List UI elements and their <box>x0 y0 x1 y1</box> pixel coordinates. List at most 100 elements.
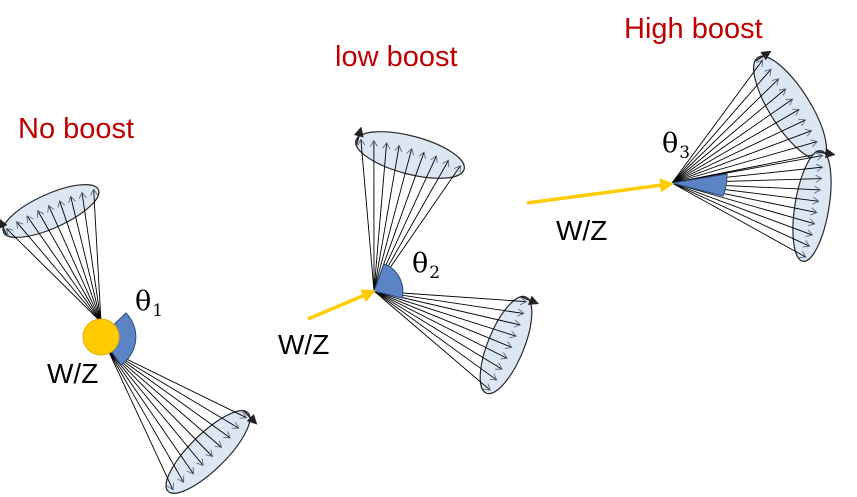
particle-track <box>107 349 184 483</box>
particle-track <box>671 109 800 184</box>
particle-track <box>107 349 213 457</box>
track-arrowhead <box>394 144 403 153</box>
particle-track <box>59 200 102 323</box>
particle-track <box>93 189 102 323</box>
track-arrowhead <box>798 250 807 258</box>
track-arrowhead <box>223 431 232 439</box>
particle-track <box>16 221 102 323</box>
track-arrowhead <box>418 151 426 159</box>
track-arrowhead <box>196 458 204 467</box>
track-arrowhead <box>810 207 818 216</box>
particle-track <box>81 192 102 323</box>
particle-track <box>26 215 102 323</box>
track-arrowhead <box>68 195 76 204</box>
track-arrowhead <box>231 421 240 429</box>
wz-boson-at-rest <box>82 318 120 356</box>
particle-track <box>671 141 818 184</box>
particle-track <box>671 78 779 184</box>
particle-track <box>373 290 513 348</box>
theta3-angle-wedge <box>671 173 728 197</box>
high-boost-title: High boost <box>624 13 763 45</box>
theta2-label: θ2 <box>412 248 440 283</box>
track-arrowhead <box>805 229 814 237</box>
particle-track <box>373 290 508 359</box>
particle-track <box>671 182 813 236</box>
upper-jet-cone <box>353 126 465 292</box>
particle-track <box>373 148 413 292</box>
track-arrowhead <box>815 152 824 161</box>
track-arrowhead <box>519 297 528 306</box>
track-arrowhead <box>812 196 820 205</box>
track-arrowhead <box>764 68 772 77</box>
particle-track <box>360 139 375 292</box>
particle-track <box>671 130 812 184</box>
track-arrowhead <box>15 221 24 229</box>
particle-track <box>671 182 807 258</box>
particle-track <box>671 88 787 184</box>
track-arrowhead <box>47 204 55 213</box>
track-arrowhead <box>382 141 391 150</box>
track-arrowhead <box>816 163 824 172</box>
upper-jet-cone <box>671 50 827 184</box>
track-arrowhead <box>442 159 450 168</box>
theta3-label: θ3 <box>662 128 690 163</box>
upper-jet-cone <box>0 184 102 323</box>
track-arrowhead <box>798 118 807 127</box>
particle-track <box>107 349 204 466</box>
wz-incoming-arrow-high <box>526 178 675 205</box>
track-arrowhead <box>785 98 794 106</box>
cone-rim <box>792 150 832 262</box>
particle-track <box>373 290 497 381</box>
track-arrowhead <box>815 174 823 183</box>
particle-track <box>107 349 174 491</box>
cone-rim <box>753 55 827 161</box>
leading-arrow <box>353 126 364 146</box>
particle-track <box>671 59 764 184</box>
track-arrowhead <box>495 362 503 370</box>
track-arrowhead <box>517 308 525 317</box>
track-arrowhead <box>357 138 366 146</box>
track-arrowhead <box>37 209 45 218</box>
track-arrowhead <box>453 164 461 173</box>
wz-incoming-arrow-low <box>307 289 376 321</box>
leading-arrow <box>521 295 539 305</box>
particle-track <box>671 119 806 184</box>
wz-label-high-boost: W/Z <box>556 215 607 246</box>
track-arrowhead <box>214 440 223 448</box>
track-arrowhead <box>430 155 438 163</box>
leading-arrow <box>0 218 8 236</box>
particle-track <box>37 210 102 323</box>
particle-track <box>107 349 194 475</box>
particle-track <box>6 228 102 323</box>
particle-track <box>48 205 102 323</box>
track-arrowhead <box>807 218 816 227</box>
track-arrowhead <box>239 411 248 419</box>
track-arrowhead <box>26 215 34 224</box>
low-boost-scenario: θ2 W/Z <box>278 126 539 395</box>
track-arrowhead <box>804 128 813 137</box>
particle-track <box>107 349 240 429</box>
particle-track <box>373 142 388 292</box>
track-arrowhead <box>205 449 214 458</box>
particle-track <box>373 290 517 337</box>
track-arrowhead <box>513 319 522 328</box>
particle-track <box>671 182 815 225</box>
wz-label-no-boost: W/Z <box>47 358 98 389</box>
particle-track <box>671 68 772 184</box>
track-arrowhead <box>802 240 811 248</box>
track-arrowhead <box>369 139 378 147</box>
lower-jet-cone <box>373 290 539 395</box>
theta2-angle-wedge <box>373 263 404 299</box>
track-arrowhead <box>78 191 87 199</box>
low-boost-title: low boost <box>335 41 458 73</box>
track-arrowhead <box>57 199 66 208</box>
lower-jet-cone <box>107 349 258 494</box>
track-arrowhead <box>792 108 800 116</box>
no-boost-title: No boost <box>18 113 134 145</box>
particle-track <box>373 290 503 370</box>
particle-track <box>107 349 231 439</box>
leading-arrow <box>816 148 836 159</box>
track-arrowhead <box>406 147 415 156</box>
track-arrowhead <box>504 341 513 349</box>
